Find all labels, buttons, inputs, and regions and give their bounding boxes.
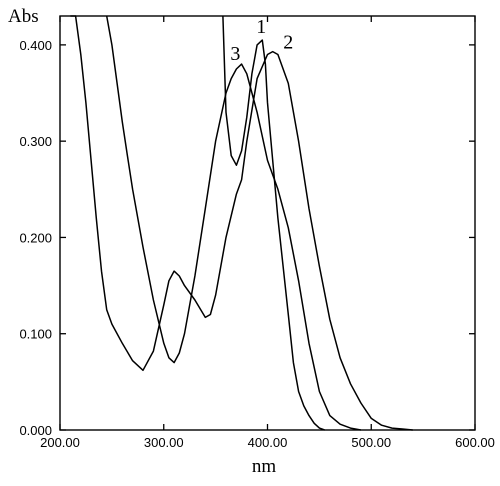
x-tick-label: 400.00	[248, 435, 288, 450]
series-label-2: 2	[283, 32, 293, 54]
y-tick-label: 0.000	[19, 423, 52, 438]
x-tick-label: 600.00	[455, 435, 495, 450]
series-lines	[70, 15, 413, 431]
x-axis-label: nm	[252, 456, 277, 477]
y-tick-label: 0.100	[19, 327, 52, 342]
series-label-1: 1	[256, 16, 266, 38]
y-axis-label: Abs	[8, 6, 39, 27]
y-tick-label: 0.200	[19, 230, 52, 245]
plot-frame	[59, 15, 476, 431]
series-label-3: 3	[230, 43, 240, 65]
series-line-3	[105, 15, 362, 431]
y-tick-label: 0.400	[19, 38, 52, 53]
x-tick-label: 300.00	[144, 435, 184, 450]
series-line-1	[222, 15, 325, 431]
y-tick-label: 0.300	[19, 134, 52, 149]
axis-ticks: 200.00 300.00 400.00 500.00 600.00 0.000 0.100…	[19, 16, 495, 450]
series-labels: 12 3	[230, 16, 293, 65]
series-line-2	[70, 15, 413, 431]
x-tick-label: 200.00	[40, 435, 80, 450]
x-tick-label: 500.00	[351, 435, 391, 450]
